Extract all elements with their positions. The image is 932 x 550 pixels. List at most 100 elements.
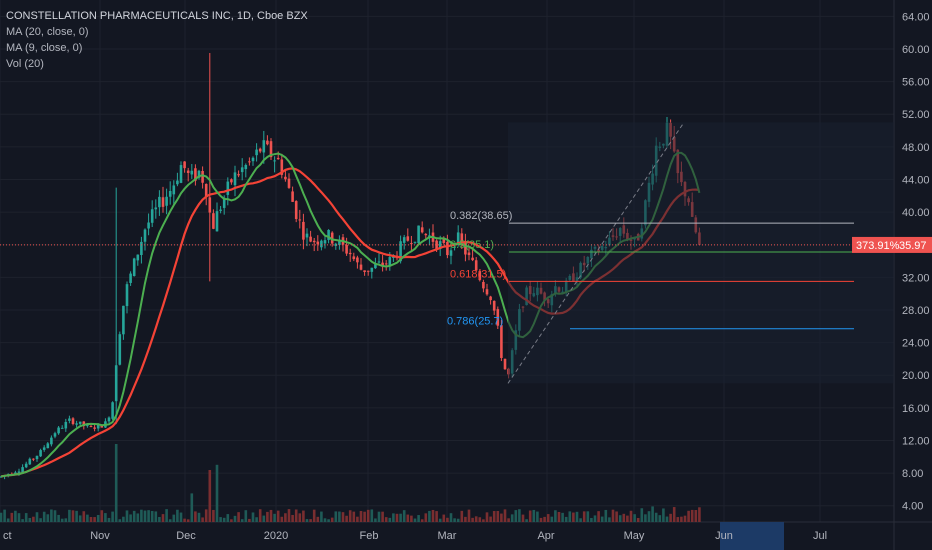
candle-body: [75, 423, 78, 425]
time-axis: ct Nov Dec 2020 Feb Mar Apr May Jun Jul: [3, 530, 827, 542]
candle-body: [212, 213, 215, 229]
candle-body: [240, 167, 244, 173]
volume-bar: [564, 516, 568, 522]
volume-bar: [662, 508, 665, 522]
volume-bar: [230, 519, 233, 522]
volume-bar: [165, 509, 168, 522]
volume-bar: [208, 470, 212, 522]
candle-body: [374, 264, 377, 269]
candle-body: [309, 236, 312, 242]
candle-body: [255, 149, 258, 156]
fib-levels: 0.382(38.65) 0.5(35.1) 0.618(31.5) 0.786(25…: [447, 210, 854, 330]
volume-bar: [262, 515, 266, 522]
candle-body: [420, 227, 424, 233]
volume-bar: [644, 514, 647, 522]
candle-body: [50, 437, 53, 445]
volume-bar: [687, 510, 690, 522]
volume-bar: [323, 518, 327, 522]
candle-body: [57, 427, 60, 434]
candle-body: [464, 241, 467, 255]
price-axis: 64.0060.0056.0052.0048.0044.0040.0036.00…: [902, 11, 930, 512]
candle-body: [460, 233, 464, 242]
volume-bar: [132, 510, 136, 522]
volume-bar: [129, 514, 132, 522]
volume-bar: [24, 513, 28, 522]
candle-body: [320, 240, 323, 248]
candle-body: [276, 157, 280, 160]
price-tick-label: 40.00: [902, 207, 930, 219]
volume-bar: [633, 514, 636, 522]
candle-body: [251, 157, 255, 162]
change-pct-box: [852, 236, 894, 253]
volume-bar: [158, 516, 161, 522]
volume-bar: [284, 513, 287, 522]
candle-body: [197, 170, 201, 178]
candle-body: [312, 240, 316, 243]
volume-bar: [510, 514, 514, 522]
volume-bar: [71, 510, 75, 522]
volume-bar: [460, 510, 464, 522]
volume-bar: [302, 510, 305, 522]
candle-body: [42, 447, 46, 450]
candle-body: [132, 258, 136, 277]
volume-bar: [561, 512, 564, 522]
candle-body: [287, 178, 291, 188]
candle-body: [449, 250, 453, 256]
candle-body: [89, 425, 93, 427]
volume-bar: [665, 516, 669, 522]
volume-bar: [546, 514, 550, 522]
volume-bar: [640, 508, 644, 522]
candle-body: [406, 236, 410, 241]
volume-bar: [122, 516, 125, 522]
volume-bar: [410, 515, 413, 522]
volume-bar: [104, 513, 107, 522]
volume-bar: [186, 519, 190, 522]
candle-body: [456, 232, 460, 245]
volume-bar: [3, 509, 6, 522]
volume-bar: [161, 514, 165, 522]
volume-bar: [618, 515, 622, 522]
candle-body: [284, 176, 287, 180]
volume-bar: [50, 509, 53, 522]
price-tick-label: 52.00: [902, 109, 930, 121]
volume-bar: [521, 514, 525, 522]
candle-body: [129, 273, 132, 283]
volume-bar: [525, 519, 528, 522]
volume-bar: [21, 519, 24, 522]
candle-body: [359, 264, 363, 270]
volume-bar: [78, 515, 82, 522]
candle-body: [161, 197, 165, 207]
candle-body: [24, 463, 28, 468]
candle-body: [356, 257, 359, 263]
candle-body: [291, 191, 294, 202]
current-price-box: [894, 236, 932, 253]
volume-bar: [615, 511, 618, 522]
candle-body: [122, 305, 125, 335]
volume-bar: [359, 510, 363, 522]
time-tick-label: Apr: [537, 530, 554, 542]
candle-body: [60, 427, 64, 429]
volume-bar: [456, 518, 460, 522]
candle-body: [118, 334, 122, 365]
volume-bar: [539, 517, 543, 522]
candle-body: [68, 418, 71, 421]
volume-bar: [100, 510, 104, 522]
current-price-label: 35.97: [899, 240, 927, 252]
volume-bar: [413, 518, 417, 522]
volume-bar: [377, 511, 381, 522]
volume-bar: [248, 518, 251, 522]
volume-bar: [593, 515, 597, 522]
volume-bar: [35, 512, 39, 522]
candle-body: [86, 425, 89, 427]
volume-bar: [395, 513, 399, 522]
candle-body: [222, 197, 226, 208]
candle-body: [154, 207, 158, 210]
volume-bar: [514, 510, 518, 522]
volume-bar: [82, 511, 86, 522]
volume-bar: [366, 509, 370, 522]
candle-body: [294, 201, 298, 219]
price-tick-label: 12.00: [902, 435, 930, 447]
volume-bar: [478, 517, 482, 522]
volume-bar: [28, 517, 32, 522]
